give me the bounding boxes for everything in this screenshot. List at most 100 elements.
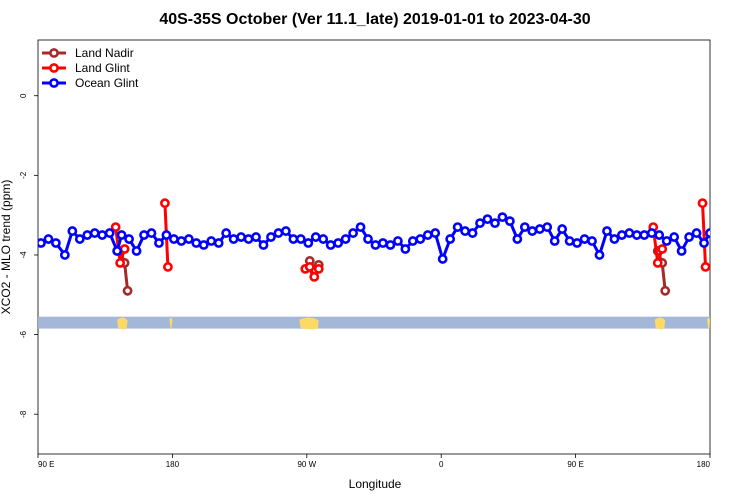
y-axis-label: XCO2 - MLO trend (ppm) (0, 180, 13, 315)
ocean-glint-point (631, 230, 642, 240)
ocean-glint-point (348, 228, 358, 238)
ocean-glint-point (460, 226, 470, 236)
y-tick-label: -2 (19, 171, 28, 179)
ocean-glint-point (206, 236, 217, 246)
ocean-glint-point (116, 230, 127, 240)
x-tick-label: 0 (439, 460, 444, 469)
ocean-glint-point (519, 222, 530, 232)
land-shape (707, 317, 710, 330)
legend-label: Land Nadir (75, 46, 134, 60)
ocean-glint-point (59, 250, 70, 260)
ocean-glint-point (213, 238, 224, 248)
ocean-glint-point (646, 228, 657, 238)
ocean-glint-point (38, 238, 46, 248)
ocean-glint-point (549, 236, 560, 246)
ocean-glint-point (198, 240, 209, 250)
land-ocean-band (38, 316, 710, 330)
ocean-glint-point (191, 238, 202, 248)
land-nadir-point (122, 285, 133, 296)
ocean-glint-point (139, 230, 149, 240)
ocean-glint-point (497, 212, 508, 223)
ocean-glint-point (572, 238, 582, 248)
ocean-glint-point (124, 234, 134, 244)
land-glint-point (313, 263, 324, 274)
ocean-glint-point (310, 232, 321, 242)
legend-item-land-glint: Land Glint (42, 61, 130, 75)
ocean-band (38, 316, 710, 329)
ocean-glint-point (303, 238, 314, 248)
ocean-glint-point (587, 236, 597, 246)
ocean-glint-point (168, 234, 179, 244)
ocean-glint-point (705, 228, 710, 238)
ocean-glint-point (280, 226, 291, 236)
x-tick-label: 180 (166, 460, 180, 469)
ocean-glint-point (534, 224, 545, 234)
ocean-glint-point (407, 236, 418, 246)
land-glint-line (701, 203, 708, 267)
ocean-glint-point (295, 234, 306, 244)
ocean-glint-point (422, 230, 433, 240)
ocean-glint-point (340, 234, 351, 244)
land-glint-point (697, 198, 708, 209)
ocean-glint-point (43, 234, 54, 244)
ocean-glint-point (266, 232, 276, 242)
ocean-glint-point (639, 230, 650, 240)
x-tick-label: 90 E (567, 460, 583, 469)
ocean-glint-point (104, 228, 115, 238)
land-shape (299, 317, 319, 330)
ocean-glint-point (176, 236, 187, 246)
ocean-glint-point (355, 222, 366, 232)
land-glint-point (115, 258, 126, 268)
ocean-glint-point (512, 234, 523, 244)
ocean-glint-point (594, 250, 605, 260)
ocean-glint-point (669, 232, 680, 242)
legend-item-land-nadir: Land Nadir (42, 46, 134, 60)
legend-label: Land Glint (75, 61, 130, 75)
ocean-glint-point (82, 230, 93, 240)
land-shape (117, 317, 128, 330)
ocean-glint-point (183, 234, 194, 244)
land-shape (169, 317, 173, 330)
legend-swatch-marker (49, 48, 59, 58)
ocean-glint-point (430, 228, 441, 238)
land-nadir-point (660, 285, 671, 296)
ocean-glint-point (325, 240, 336, 250)
ocean-glint-point (482, 214, 493, 225)
ocean-glint-point (221, 228, 232, 238)
ocean-glint-point (452, 222, 463, 232)
ocean-glint-point (112, 246, 123, 256)
ocean-glint-point (318, 234, 329, 244)
legend-item-ocean-glint: Ocean Glint (42, 76, 139, 90)
ocean-glint-point (527, 226, 538, 236)
ocean-glint-series (38, 212, 710, 264)
ocean-glint-point (684, 232, 694, 242)
land-glint-point (119, 244, 130, 254)
ocean-glint-point (228, 234, 239, 244)
land-glint-point (304, 262, 315, 272)
x-tick-label: 90 E (38, 460, 54, 469)
ocean-glint-point (445, 234, 456, 244)
ocean-glint-point (475, 218, 485, 229)
ocean-glint-point (258, 240, 269, 250)
series-layer (38, 198, 710, 296)
land-glint-point (700, 262, 710, 272)
ocean-glint-point (89, 228, 100, 238)
ocean-glint-point (243, 234, 254, 244)
x-axis-label: Longitude (349, 477, 402, 491)
ocean-glint-point (363, 234, 373, 244)
ocean-glint-point (609, 234, 620, 244)
ocean-glint-point (624, 228, 635, 238)
ocean-glint-point (97, 230, 108, 240)
legend-swatch-marker (49, 63, 59, 73)
ocean-glint-point (392, 236, 403, 246)
x-tick-label: 180 (697, 460, 711, 469)
legend-swatch-marker (49, 78, 59, 88)
land-glint-point (110, 222, 121, 232)
ocean-glint-point (579, 234, 590, 244)
ocean-glint-point (385, 240, 396, 250)
ocean-glint-point (691, 228, 702, 238)
ocean-glint-point (676, 246, 687, 256)
chart-title: 40S-35S October (Ver 11.1_late) 2019-01-… (159, 11, 590, 28)
ocean-glint-point (542, 222, 553, 232)
